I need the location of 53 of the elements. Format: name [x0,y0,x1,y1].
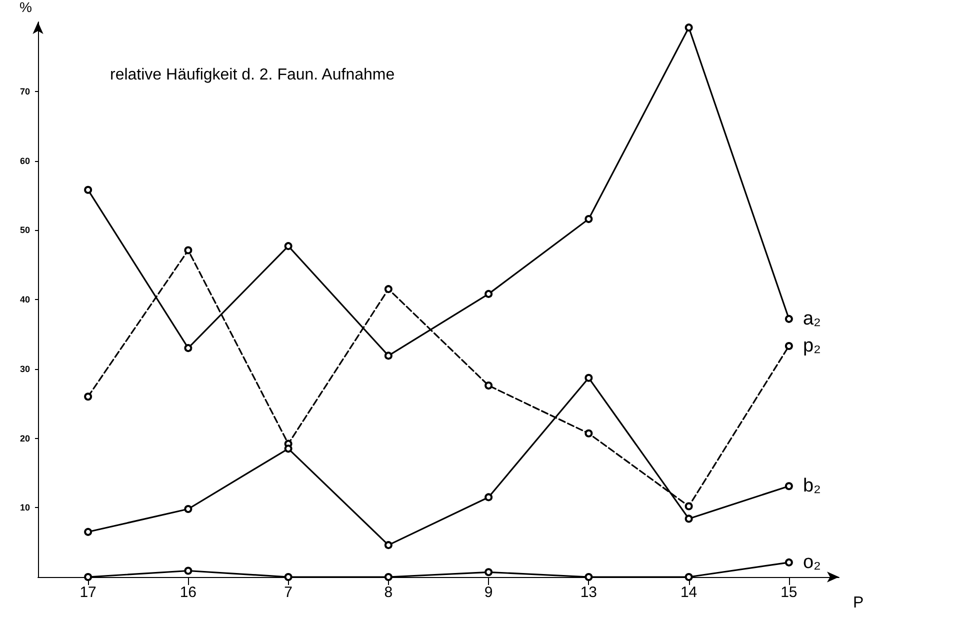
x-tick-label: 8 [384,584,393,601]
point [484,493,493,502]
point [84,186,92,194]
y-tick-label: 60 [20,156,30,166]
y-tick-label: 20 [20,433,30,444]
point [184,505,192,514]
point [484,382,493,390]
point [484,290,493,298]
point [384,573,392,581]
point [584,215,593,224]
point [184,566,192,575]
point [84,392,92,401]
point [784,342,793,350]
point [684,573,693,581]
point [584,374,593,382]
y-tick-label: 10 [20,502,30,513]
x-axis-title: P [853,594,864,612]
x-tick-label: 13 [580,584,598,601]
x-tick-label: 15 [780,584,798,601]
point [84,528,92,536]
y-tick-label: 50 [20,225,30,236]
point [284,573,292,581]
point [284,242,292,250]
y-tick-label: 40 [20,294,30,304]
point [684,24,693,32]
point [384,541,392,550]
point [584,429,593,438]
point [684,514,693,523]
point [784,482,793,490]
point [684,502,693,510]
series-label: o₂ [802,552,821,573]
series-label: p₂ [802,335,821,356]
point [384,285,392,294]
point [784,558,793,566]
point [184,344,192,352]
x-tick-label: 17 [80,584,96,601]
point [84,573,92,581]
point [584,573,593,581]
series-label: b₂ [802,476,821,497]
series-label: a₂ [802,308,821,330]
y-tick-label: 70 [20,86,30,96]
point [384,352,392,360]
point [484,568,493,576]
y-axis-title: % [20,0,32,15]
x-tick-label: 14 [680,584,698,601]
point [784,314,793,323]
y-tick-label: 30 [20,364,30,374]
x-tick-label: 16 [180,584,197,601]
text: relative Häufigkeit d. 2. Faun. Aufnahme [110,66,395,84]
x-tick-label: 7 [284,584,292,601]
point [184,246,192,254]
x-tick-label: 9 [484,584,493,601]
point [284,444,292,453]
